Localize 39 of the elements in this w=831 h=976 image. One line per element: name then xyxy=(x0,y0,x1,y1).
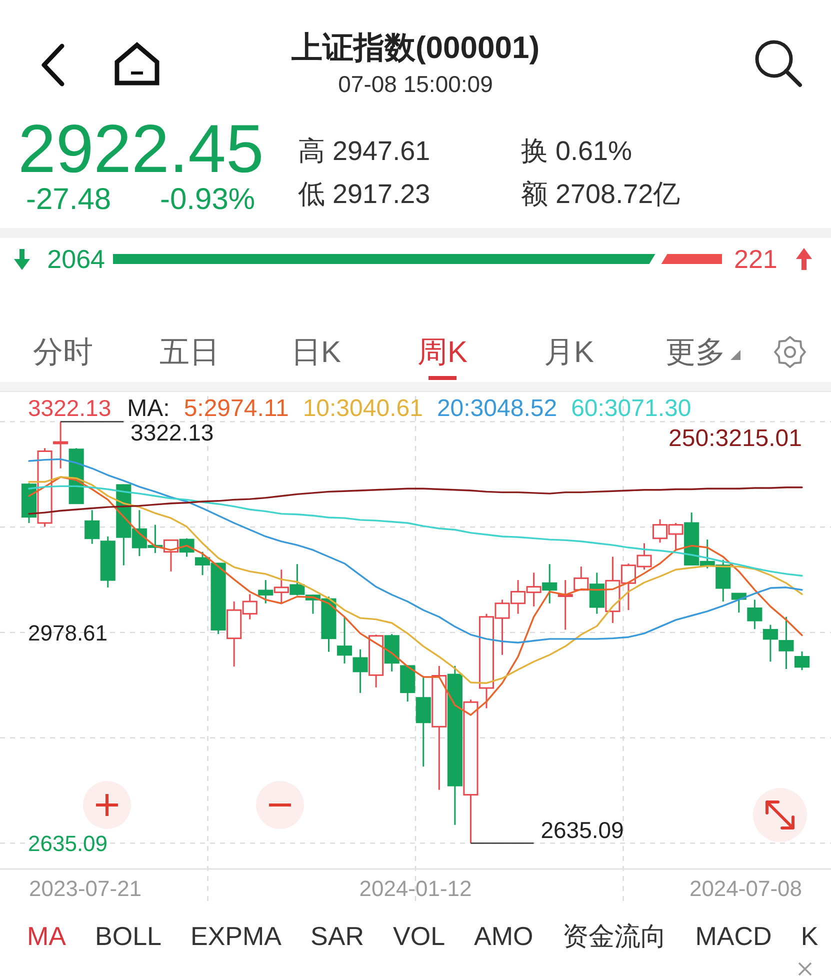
category-label: EXPMA xyxy=(190,921,282,951)
annotation-leader: 2635.09 xyxy=(470,817,624,844)
text: 60:3071.30 xyxy=(571,395,692,422)
text: 上证指数(000001) xyxy=(290,30,540,65)
category-label: 更多 xyxy=(666,336,726,369)
text: 07-08 15:00:09 xyxy=(338,71,493,97)
legend-title: MA: xyxy=(127,395,170,422)
annotation: 3322.13 xyxy=(130,420,214,446)
category-label: 周K xyxy=(417,336,468,369)
category-label: AMO xyxy=(474,921,534,951)
category-label: MA xyxy=(27,921,67,951)
category-label: SAR xyxy=(310,921,364,951)
category-label: 资金流向 xyxy=(562,921,666,951)
text: 2064 xyxy=(47,244,105,274)
text: 高 2947.61 xyxy=(298,136,430,166)
category-label: 五日 xyxy=(160,336,220,369)
category-label: 月K xyxy=(544,336,594,369)
annotation: 3322.13 xyxy=(28,395,112,421)
category-label: VOL xyxy=(393,921,446,951)
text: 2024-07-08 xyxy=(689,876,802,901)
category-label: K xyxy=(800,921,819,951)
y-tick-label: 2978.61 xyxy=(28,620,108,646)
text: 10:3040.61 xyxy=(302,395,423,422)
series-label: 250:3215.01 xyxy=(668,425,802,452)
text: 20:3048.52 xyxy=(436,395,558,422)
text: 5:2974.11 xyxy=(184,395,289,422)
text: 额 2708.72亿 xyxy=(521,179,680,209)
annotation-leader: 3322.13 xyxy=(60,420,214,446)
category-label: 日K xyxy=(290,336,342,369)
category-label: 分时 xyxy=(33,336,93,369)
text: 221 xyxy=(734,244,778,274)
line-series xyxy=(28,458,803,644)
annotation: 2635.09 xyxy=(540,817,624,844)
text: 换 0.61% xyxy=(521,136,632,166)
category-label: BOLL xyxy=(95,921,162,951)
category-label: MACD xyxy=(695,921,772,951)
text: 低 2917.23 xyxy=(298,179,430,209)
text: 2024-01-12 xyxy=(359,876,472,901)
text: 2023-07-21 xyxy=(29,876,142,901)
